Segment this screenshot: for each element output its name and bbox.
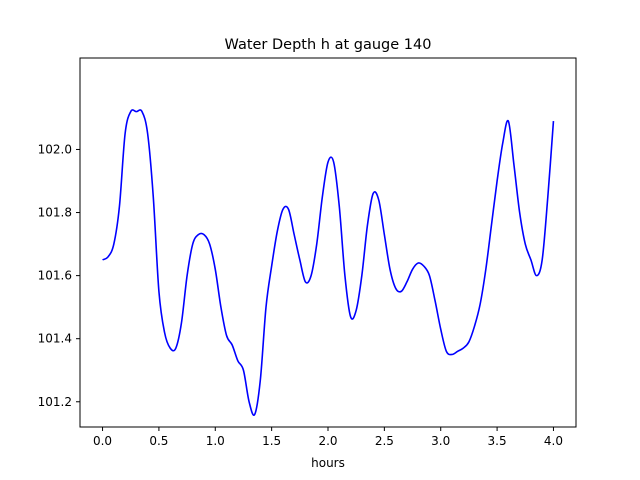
y-tick-label: 101.2 (38, 395, 72, 409)
chart-title: Water Depth h at gauge 140 (225, 37, 432, 53)
x-tick-label: 0.0 (93, 434, 112, 448)
x-axis-label: hours (311, 456, 345, 470)
x-tick-label: 0.5 (149, 434, 168, 448)
x-tick-label: 3.5 (488, 434, 507, 448)
x-tick-label: 1.0 (206, 434, 225, 448)
y-tick-label: 102.0 (38, 142, 72, 156)
series-line-0 (102, 109, 555, 416)
y-tick-label: 101.6 (38, 269, 72, 283)
x-axis-ticks: 0.0 0.5 1.0 1.5 2.0 2.5 3.0 3.5 4.0 (93, 427, 563, 448)
y-axis-ticks: 101.2 101.4 101.6 101.8 102.0 (38, 142, 80, 409)
plot-area (102, 109, 555, 416)
x-tick-label: 4.0 (544, 434, 563, 448)
y-tick-label: 101.4 (38, 332, 72, 346)
x-tick-label: 1.5 (262, 434, 281, 448)
axes-frame (79, 57, 577, 428)
y-tick-label: 101.8 (38, 206, 72, 220)
x-tick-label: 2.0 (318, 434, 337, 448)
x-tick-label: 3.0 (431, 434, 450, 448)
x-tick-label: 2.5 (375, 434, 394, 448)
